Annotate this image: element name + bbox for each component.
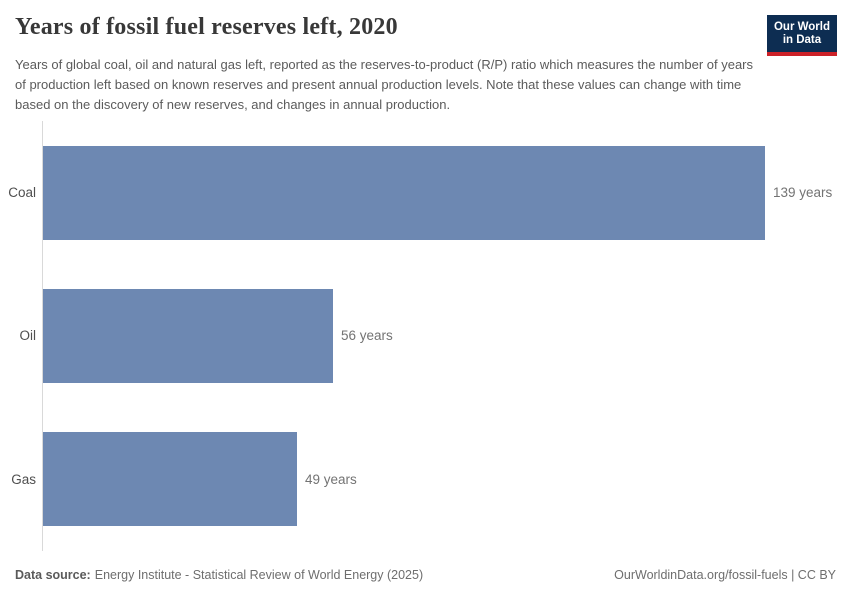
owid-logo: Our World in Data [766,15,837,56]
value-label: 56 years [341,328,393,344]
owid-logo-line2: in Data [782,34,822,46]
bar [42,432,297,527]
data-source: Data source: Energy Institute - Statistic… [15,568,423,582]
owid-logo-line1: Our World [773,21,830,33]
bar-row: Gas 49 years [0,408,850,551]
y-axis-line [42,121,43,551]
credit-line: OurWorldinData.org/fossil-fuels | CC BY [614,568,836,582]
bar-row: Coal 139 years [0,121,850,264]
category-label: Oil [19,328,37,344]
bar-row: Oil 56 years [0,264,850,407]
data-source-label: Data source: [15,568,91,582]
bar-chart: Coal 139 years Oil 56 years Gas 49 years [0,121,850,551]
data-source-value: Energy Institute - Statistical Review of… [94,568,424,582]
value-label: 139 years [773,185,833,201]
category-label: Gas [11,471,36,487]
bar [42,145,765,240]
value-label: 49 years [305,471,357,487]
chart-subtitle: Years of global coal, oil and natural ga… [15,57,754,112]
chart-footer: Data source: Energy Institute - Statistic… [15,568,836,582]
bar [42,288,333,383]
chart-title: Years of fossil fuel reserves left, 2020 [15,14,398,40]
category-label: Coal [8,185,36,201]
